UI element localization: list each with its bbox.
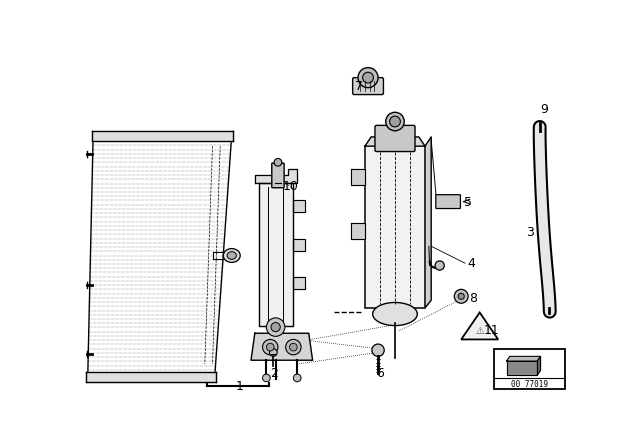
- Text: 5: 5: [464, 196, 472, 209]
- Circle shape: [358, 68, 378, 88]
- Polygon shape: [425, 137, 431, 308]
- Polygon shape: [293, 238, 305, 251]
- Ellipse shape: [372, 302, 417, 326]
- FancyBboxPatch shape: [272, 163, 284, 188]
- Circle shape: [458, 293, 464, 299]
- Polygon shape: [293, 200, 305, 212]
- Text: 10: 10: [282, 180, 298, 193]
- FancyBboxPatch shape: [365, 146, 425, 308]
- FancyBboxPatch shape: [375, 125, 415, 151]
- Text: 11: 11: [484, 324, 500, 337]
- Circle shape: [271, 323, 280, 332]
- Polygon shape: [538, 356, 541, 375]
- Polygon shape: [351, 169, 365, 185]
- Circle shape: [386, 112, 404, 131]
- Ellipse shape: [223, 249, 240, 263]
- Text: 3: 3: [526, 226, 534, 239]
- Circle shape: [285, 340, 301, 355]
- Polygon shape: [251, 333, 312, 360]
- Polygon shape: [365, 137, 425, 146]
- Circle shape: [435, 261, 444, 270]
- Polygon shape: [461, 313, 498, 340]
- FancyBboxPatch shape: [353, 78, 383, 95]
- Polygon shape: [507, 356, 541, 361]
- Circle shape: [289, 343, 297, 351]
- FancyBboxPatch shape: [436, 195, 460, 208]
- Text: 00 77019: 00 77019: [511, 379, 548, 388]
- Circle shape: [266, 343, 274, 351]
- Text: 8: 8: [468, 292, 477, 305]
- Text: 7: 7: [355, 80, 363, 93]
- Circle shape: [363, 72, 373, 83]
- Polygon shape: [259, 183, 293, 326]
- Polygon shape: [255, 169, 297, 183]
- Circle shape: [274, 159, 282, 166]
- Circle shape: [269, 349, 277, 356]
- Text: 6: 6: [376, 367, 384, 380]
- Circle shape: [262, 340, 278, 355]
- Circle shape: [293, 374, 301, 382]
- Text: 4: 4: [467, 257, 475, 270]
- Circle shape: [262, 374, 270, 382]
- Polygon shape: [507, 361, 538, 375]
- Circle shape: [372, 344, 384, 356]
- Polygon shape: [293, 277, 305, 289]
- Ellipse shape: [227, 252, 236, 259]
- Polygon shape: [351, 223, 365, 238]
- Text: ⚠: ⚠: [476, 326, 484, 336]
- Circle shape: [266, 318, 285, 336]
- Text: 1: 1: [236, 380, 243, 393]
- Circle shape: [390, 116, 401, 127]
- Text: 2: 2: [270, 367, 278, 380]
- Text: 9: 9: [540, 103, 548, 116]
- Bar: [494, 349, 565, 389]
- Circle shape: [454, 289, 468, 303]
